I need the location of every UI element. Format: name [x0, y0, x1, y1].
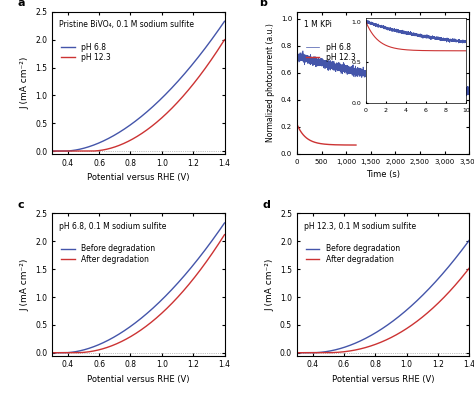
After degradation	[377, 340, 383, 345]
After degradation	[131, 332, 137, 337]
Y-axis label: J (mA cm⁻²): J (mA cm⁻²)	[20, 56, 29, 109]
pH 6.8	[152, 102, 157, 107]
pH 6.8	[336, 64, 342, 69]
pH 6.8	[191, 61, 196, 66]
After degradation	[152, 317, 157, 322]
Text: 1 M KPi: 1 M KPi	[304, 21, 332, 29]
Line: pH 12.3: pH 12.3	[297, 124, 356, 145]
pH 12.3	[132, 135, 138, 140]
Text: c: c	[18, 200, 24, 210]
X-axis label: Time (s): Time (s)	[366, 170, 400, 179]
pH 12.3	[294, 122, 300, 126]
Before degradation	[191, 262, 196, 267]
After degradation	[222, 232, 228, 237]
Y-axis label: Normalized photocurrent (a.u.): Normalized photocurrent (a.u.)	[266, 23, 275, 142]
Before degradation	[462, 243, 468, 248]
After degradation	[132, 331, 138, 336]
Before degradation	[387, 321, 393, 325]
pH 6.8	[132, 119, 138, 124]
Line: Before degradation: Before degradation	[52, 223, 225, 353]
pH 6.8	[466, 91, 472, 96]
pH 12.3	[307, 138, 312, 143]
pH 12.3	[353, 143, 359, 147]
After degradation	[218, 239, 223, 243]
After degradation	[191, 276, 196, 281]
pH 6.8	[359, 68, 365, 73]
X-axis label: Potential versus RHE (V): Potential versus RHE (V)	[87, 173, 190, 182]
Before degradation	[143, 312, 148, 317]
Line: After degradation: After degradation	[52, 235, 225, 353]
Line: pH 6.8: pH 6.8	[52, 21, 225, 151]
pH 12.3	[301, 134, 307, 138]
pH 6.8	[218, 25, 223, 30]
pH 12.3	[341, 143, 346, 147]
pH 12.3	[152, 122, 157, 126]
Legend: Before degradation, After degradation: Before degradation, After degradation	[59, 243, 156, 265]
Before degradation	[376, 329, 382, 333]
pH 12.3	[218, 44, 223, 49]
pH 6.8	[334, 65, 340, 70]
pH 6.8	[465, 87, 471, 92]
Line: pH 6.8: pH 6.8	[297, 51, 469, 96]
X-axis label: Potential versus RHE (V): Potential versus RHE (V)	[332, 375, 434, 384]
pH 6.8	[300, 49, 306, 53]
Before degradation	[132, 321, 138, 325]
pH 12.3	[49, 149, 55, 153]
pH 6.8	[294, 53, 300, 58]
Before degradation	[397, 314, 402, 318]
After degradation	[462, 271, 468, 276]
After degradation	[387, 336, 393, 340]
Before degradation	[466, 238, 472, 243]
Before degradation	[152, 304, 157, 309]
Before degradation	[435, 276, 441, 281]
After degradation	[466, 266, 472, 271]
Line: Before degradation: Before degradation	[297, 240, 469, 353]
Before degradation	[377, 328, 383, 333]
pH 12.3	[312, 140, 318, 145]
pH 12.3	[348, 143, 354, 147]
Before degradation	[218, 227, 223, 231]
Legend: pH 6.8, pH 12.3: pH 6.8, pH 12.3	[304, 41, 357, 64]
Text: pH 12.3, 0.1 M sodium sulfite: pH 12.3, 0.1 M sodium sulfite	[304, 222, 416, 231]
Text: a: a	[18, 0, 25, 8]
Before degradation	[222, 220, 228, 225]
pH 6.8	[143, 111, 148, 115]
Y-axis label: J (mA cm⁻²): J (mA cm⁻²)	[265, 258, 274, 311]
After degradation	[376, 341, 382, 346]
Legend: pH 6.8, pH 12.3: pH 6.8, pH 12.3	[59, 41, 112, 64]
pH 12.3	[222, 37, 228, 42]
Before degradation	[131, 322, 137, 326]
Text: d: d	[263, 200, 270, 210]
pH 12.3	[131, 136, 137, 141]
After degradation	[294, 350, 300, 355]
pH 6.8	[464, 94, 469, 98]
Legend: Before degradation, After degradation: Before degradation, After degradation	[304, 243, 401, 265]
Y-axis label: J (mA cm⁻²): J (mA cm⁻²)	[20, 258, 29, 311]
Before degradation	[294, 350, 300, 355]
pH 6.8	[49, 149, 55, 153]
pH 6.8	[131, 120, 137, 124]
Before degradation	[49, 350, 55, 355]
pH 12.3	[191, 81, 196, 86]
pH 6.8	[222, 19, 228, 24]
Text: pH 6.8, 0.1 M sodium sulfite: pH 6.8, 0.1 M sodium sulfite	[59, 222, 166, 231]
After degradation	[49, 350, 55, 355]
pH 6.8	[371, 71, 377, 76]
After degradation	[397, 331, 402, 335]
Line: pH 12.3: pH 12.3	[52, 40, 225, 151]
Text: Pristine BiVO₄, 0.1 M sodium sulfite: Pristine BiVO₄, 0.1 M sodium sulfite	[59, 21, 194, 29]
pH 6.8	[335, 61, 341, 66]
After degradation	[435, 301, 441, 305]
Line: After degradation: After degradation	[297, 268, 469, 353]
X-axis label: Potential versus RHE (V): Potential versus RHE (V)	[87, 375, 190, 384]
Text: b: b	[259, 0, 267, 8]
After degradation	[143, 324, 148, 329]
pH 12.3	[326, 142, 331, 147]
pH 12.3	[143, 129, 148, 134]
